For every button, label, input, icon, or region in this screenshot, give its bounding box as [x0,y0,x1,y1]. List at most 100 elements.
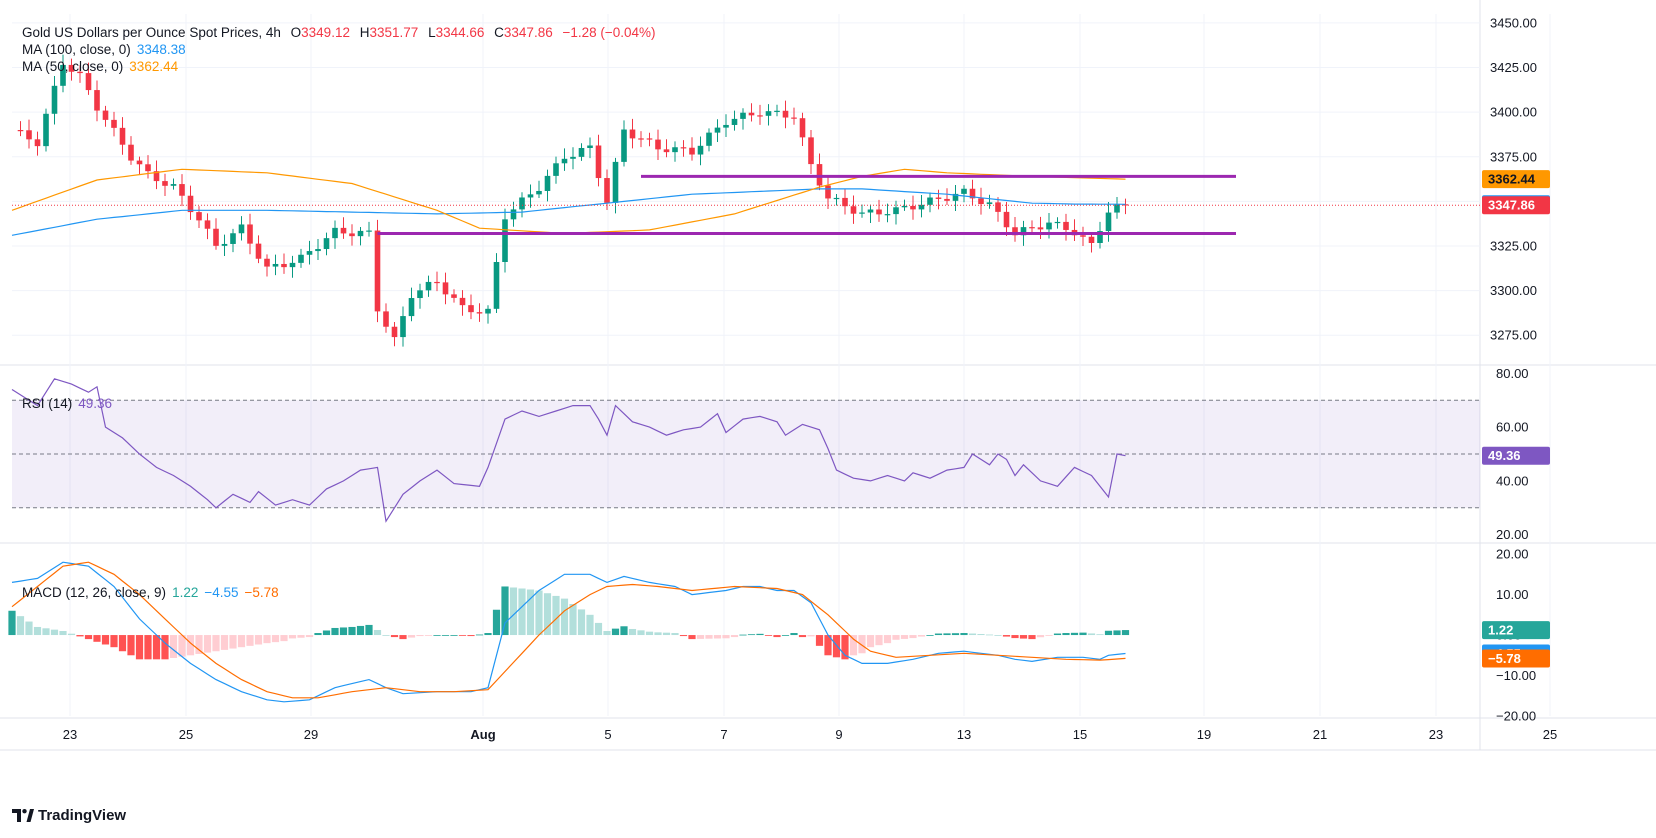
candle[interactable] [842,197,848,207]
candle[interactable] [85,73,92,91]
candle[interactable] [918,204,925,210]
candle[interactable] [306,251,313,255]
candle[interactable] [315,249,321,252]
candle[interactable] [1088,236,1095,243]
candle[interactable] [944,198,950,201]
candle[interactable] [961,188,967,194]
candle[interactable] [655,139,661,150]
candle[interactable] [867,209,874,213]
candle[interactable] [663,149,670,153]
candle[interactable] [519,197,525,210]
candle[interactable] [901,205,908,208]
tradingview-logo[interactable]: TradingView [12,807,126,824]
candle[interactable] [544,175,551,191]
candle[interactable] [1105,212,1112,232]
candle[interactable] [357,230,364,237]
candle[interactable] [502,219,508,263]
candle[interactable] [289,262,296,268]
candle[interactable] [196,212,202,221]
candle[interactable] [264,258,270,267]
candle[interactable] [646,138,653,140]
candle[interactable] [595,145,602,179]
candle[interactable] [672,147,678,153]
candle[interactable] [136,160,143,165]
candle[interactable] [417,290,423,299]
candle[interactable] [247,224,253,244]
candle[interactable] [400,316,406,338]
candle[interactable] [782,110,789,118]
candle[interactable] [451,294,457,298]
candle[interactable] [442,282,449,295]
candle[interactable] [213,228,219,246]
candle[interactable] [349,233,355,237]
candle[interactable] [995,202,1001,212]
candle[interactable] [119,127,126,145]
candle[interactable] [536,190,542,195]
candle[interactable] [570,156,576,159]
candle[interactable] [459,297,466,306]
candle[interactable] [952,193,959,201]
candle[interactable] [1097,231,1103,243]
candle[interactable] [162,181,168,186]
candle[interactable] [493,262,500,309]
candle[interactable] [808,137,814,165]
candle[interactable] [434,281,440,284]
candle[interactable] [60,64,66,86]
candle[interactable] [187,195,194,213]
candle[interactable] [391,326,398,338]
candle[interactable] [723,124,729,128]
candle[interactable] [408,298,415,317]
candle[interactable] [578,147,585,157]
candle[interactable] [485,308,491,314]
candle[interactable] [383,311,389,327]
candle[interactable] [323,238,330,250]
candle[interactable] [179,184,185,196]
candle[interactable] [850,206,857,214]
candle[interactable] [893,207,899,215]
candle[interactable] [859,212,865,214]
candle[interactable] [510,209,517,220]
candle[interactable] [145,164,151,172]
candle[interactable] [740,112,746,119]
candle[interactable] [255,243,262,259]
candle[interactable] [94,90,100,111]
candle[interactable] [876,209,882,215]
candle[interactable] [629,129,636,139]
candle[interactable] [553,163,559,176]
candle[interactable] [1114,204,1120,213]
candle[interactable] [128,144,134,161]
candle[interactable] [791,117,797,119]
candle[interactable] [1029,227,1035,229]
candle[interactable] [714,127,721,133]
candle[interactable] [272,263,279,267]
candle[interactable] [68,64,75,72]
candle[interactable] [621,129,627,162]
candle[interactable] [774,110,780,112]
candle[interactable] [612,161,619,203]
candle[interactable] [587,145,593,148]
candle[interactable] [604,178,610,203]
candle[interactable] [221,243,228,246]
candle[interactable] [910,205,916,210]
candle[interactable] [51,85,58,114]
candle[interactable] [748,112,755,116]
candle[interactable] [978,198,984,205]
candle[interactable] [638,138,644,140]
candle[interactable] [561,158,568,164]
candle[interactable] [425,281,432,291]
candle[interactable] [935,197,942,199]
candle[interactable] [706,132,712,146]
candle[interactable] [731,118,738,125]
candle[interactable] [1063,221,1069,230]
candle[interactable] [1012,227,1018,236]
candle[interactable] [26,130,32,140]
candle[interactable] [43,113,49,147]
candle[interactable] [17,130,24,132]
candle[interactable] [153,171,160,182]
candle[interactable] [1046,222,1052,230]
candle[interactable] [77,71,83,74]
candle[interactable] [765,111,772,116]
candle[interactable] [1003,211,1010,228]
candle[interactable] [102,110,109,120]
